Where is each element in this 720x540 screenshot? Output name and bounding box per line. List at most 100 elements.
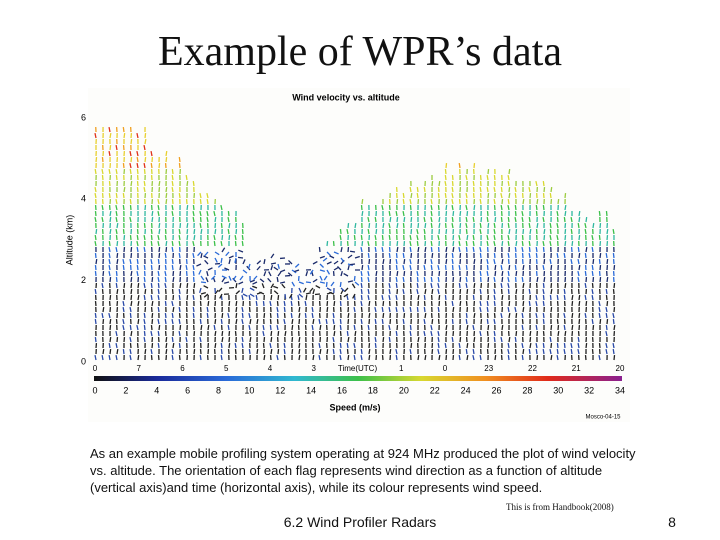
wind-barb — [605, 330, 608, 337]
wind-barb — [298, 336, 301, 343]
wind-barb — [143, 294, 146, 301]
wind-barb — [346, 228, 349, 235]
wind-barb — [186, 204, 189, 211]
wind-barb — [312, 278, 318, 283]
wind-barb — [381, 204, 384, 211]
wind-barb — [325, 318, 328, 325]
wind-barb — [529, 342, 532, 349]
wind-barb — [333, 330, 336, 337]
wind-barb — [283, 354, 286, 361]
wind-barb — [459, 300, 462, 307]
wind-barb — [276, 312, 279, 319]
wind-barb — [115, 210, 118, 217]
wind-barb — [570, 228, 573, 235]
wind-barb — [381, 294, 384, 301]
wind-barb — [437, 348, 440, 355]
wind-barb — [186, 180, 189, 187]
wind-barb — [340, 271, 343, 277]
wind-barb — [199, 354, 202, 361]
wind-barb — [109, 210, 112, 217]
wind-barb — [339, 234, 342, 241]
wind-barb — [451, 222, 454, 229]
wind-barb — [549, 192, 552, 199]
wind-barb — [549, 222, 552, 229]
wind-barb — [521, 354, 524, 361]
wind-barb — [248, 294, 251, 301]
wind-barb — [326, 348, 329, 355]
wind-barb — [522, 264, 525, 271]
wind-barb — [326, 251, 331, 257]
wind-barb — [337, 265, 342, 271]
wind-barb — [423, 216, 426, 223]
wind-barb — [465, 228, 468, 235]
wind-barb — [130, 330, 133, 337]
wind-barb — [277, 294, 280, 301]
wind-barb — [543, 186, 546, 193]
wind-barb — [535, 348, 538, 355]
wind-barb — [535, 300, 538, 307]
wind-barb — [479, 330, 482, 337]
wind-barb — [613, 354, 616, 361]
wind-barb — [368, 222, 371, 229]
wind-barb — [109, 336, 112, 343]
wind-barb — [129, 216, 132, 223]
wind-barb — [374, 234, 377, 241]
wind-barb — [493, 330, 496, 337]
wind-barb — [521, 312, 524, 319]
wind-barb — [563, 324, 566, 331]
wind-barb — [486, 264, 489, 271]
wind-barb — [287, 272, 293, 277]
wind-barb — [203, 293, 209, 298]
wind-barb — [535, 210, 538, 217]
wind-barb — [339, 281, 342, 288]
wind-barb — [444, 180, 447, 187]
wind-barb — [543, 276, 546, 283]
wind-barb — [171, 204, 174, 211]
wind-barb — [164, 300, 167, 307]
speed-tick-label: 34 — [615, 385, 625, 395]
wind-barb — [319, 263, 325, 268]
wind-barb — [255, 300, 258, 307]
caption: As an example mobile profiling system op… — [90, 446, 636, 495]
wind-barb — [109, 324, 112, 331]
wind-barb — [570, 258, 573, 265]
wind-barb — [487, 168, 490, 175]
wind-barb — [437, 234, 440, 241]
wind-barb — [424, 246, 427, 253]
speed-tick-label: 30 — [553, 385, 563, 395]
wind-barb — [508, 312, 511, 319]
wind-barb — [430, 330, 433, 337]
wind-barb — [129, 336, 132, 343]
wind-barb — [388, 210, 391, 217]
wind-barb — [94, 318, 97, 325]
wind-barb — [395, 354, 398, 361]
wind-barb — [143, 276, 146, 283]
wind-barb — [347, 336, 350, 343]
wind-barb — [206, 216, 209, 223]
wind-barb — [270, 265, 274, 271]
wind-barb — [298, 287, 302, 293]
wind-barb — [235, 306, 238, 313]
wind-barb — [445, 162, 448, 169]
wind-barb — [228, 222, 231, 229]
wind-barb — [94, 186, 97, 193]
wind-barb — [409, 234, 412, 241]
wind-barb — [395, 300, 398, 307]
wind-barb — [115, 342, 118, 349]
wind-barb — [143, 324, 146, 331]
wind-barb — [193, 348, 196, 355]
wind-barb — [542, 282, 545, 289]
wind-barb — [374, 306, 377, 313]
wind-barb — [171, 348, 174, 355]
wind-barb — [507, 282, 510, 289]
wind-barb — [213, 240, 216, 247]
wind-barb — [249, 336, 252, 343]
wind-barb — [151, 318, 154, 325]
wind-barb — [339, 342, 342, 349]
wind-barb — [493, 318, 496, 325]
wind-barb — [220, 204, 223, 211]
wind-barb — [592, 222, 595, 229]
wind-barb — [353, 275, 356, 282]
wind-barb — [578, 300, 581, 307]
wind-barb — [178, 192, 181, 199]
